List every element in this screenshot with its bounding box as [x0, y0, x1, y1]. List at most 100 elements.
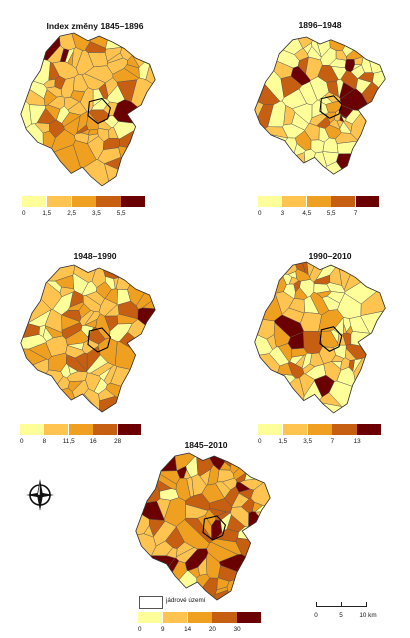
- legend-swatch: [121, 196, 146, 207]
- legend-swatch: [46, 196, 72, 207]
- municipality-area: [47, 95, 66, 110]
- municipality-area: [105, 276, 116, 290]
- municipality-area: [197, 556, 208, 576]
- legend-swatch: [212, 612, 237, 623]
- legend-1845-2010: 0 9 14 20 30: [138, 612, 262, 638]
- legend-tick-label: 0: [258, 210, 262, 217]
- scale-label: 0: [314, 612, 318, 619]
- scale-tick: [366, 602, 367, 607]
- legend-swatch: [93, 424, 118, 435]
- core-area-swatch: [139, 596, 163, 609]
- legend-tick-label: 5,5: [326, 210, 336, 217]
- legend-tick-label: 0: [22, 210, 26, 217]
- legend-swatch: [258, 196, 282, 207]
- panel-title: 1845–2010: [184, 440, 228, 450]
- municipality-area: [80, 87, 94, 113]
- municipality-area: [313, 283, 331, 294]
- scale-tick: [341, 602, 342, 607]
- municipality-area: [61, 112, 82, 127]
- region-boundary: [20, 264, 156, 413]
- legend-tick-label: 7: [330, 438, 335, 445]
- north-arrow-icon: [26, 479, 54, 511]
- legend-swatch: [282, 196, 307, 207]
- map-1896-1948: [254, 36, 386, 175]
- municipality-area: [321, 295, 341, 311]
- legend-tick-label: 14: [184, 626, 192, 633]
- legend-tick-label: 30: [233, 626, 241, 633]
- municipality-area: [302, 363, 316, 375]
- scale-label: 5: [339, 612, 343, 619]
- scale-tick: [316, 602, 317, 607]
- legend-tick-label: 20: [208, 626, 216, 633]
- region-boundary: [254, 36, 386, 175]
- municipality-area: [326, 291, 345, 304]
- municipality-area: [302, 330, 323, 354]
- region-boundary: [20, 32, 156, 187]
- legend-tick-label: 3,5: [92, 210, 101, 217]
- municipality-area: [59, 48, 70, 63]
- municipality-area: [32, 59, 51, 85]
- legend-tick-label: 7: [353, 210, 358, 217]
- legend-swatch: [282, 424, 308, 435]
- legend-tick-label: 28: [114, 438, 122, 445]
- legend-1990-2010: 0 1,5 3,5 7 13: [258, 424, 382, 450]
- municipality-area: [310, 139, 325, 154]
- legend-swatch: [44, 424, 69, 435]
- municipality-area: [357, 72, 375, 83]
- legend-swatch: [307, 424, 332, 435]
- panel-title: 1896–1948: [298, 20, 342, 30]
- legend-tick-label: 0: [20, 438, 24, 445]
- legend-swatch: [331, 196, 356, 207]
- legend-swatch: [96, 196, 121, 207]
- municipality-area: [52, 291, 74, 316]
- municipality-area: [291, 111, 309, 131]
- municipality-area: [314, 374, 335, 398]
- municipality-area: [116, 313, 138, 325]
- municipality-area: [266, 334, 277, 351]
- legend-tick-label: 16: [89, 438, 97, 445]
- municipality-area: [85, 372, 102, 392]
- legend-swatch: [138, 612, 163, 623]
- municipality-area: [104, 47, 123, 62]
- legend-tick-label: 4,5: [302, 210, 312, 217]
- core-area-outline: [87, 327, 112, 353]
- legend-tick-label: 3,5: [303, 438, 312, 445]
- municipality-area: [185, 504, 209, 519]
- legend-1948-1990: 0 8 11,5 16 28: [20, 424, 142, 450]
- municipality-area: [48, 352, 67, 372]
- municipality-area: [82, 295, 102, 313]
- municipality-area: [183, 469, 191, 480]
- legend-swatch: [306, 196, 331, 207]
- municipality-area: [98, 82, 109, 100]
- municipality-area: [209, 498, 233, 513]
- core-area-outline: [319, 95, 343, 119]
- municipality-area: [331, 354, 345, 362]
- core-area-outline: [202, 515, 227, 541]
- municipality-area: [61, 314, 81, 331]
- core-area-outline: [319, 326, 343, 352]
- legend-swatch: [258, 424, 283, 435]
- legend-swatch: [187, 612, 212, 623]
- legend-swatch: [332, 424, 357, 435]
- region-boundary: [254, 261, 386, 414]
- legend-swatch: [117, 424, 142, 435]
- legend-tick-label: 8: [42, 438, 47, 445]
- municipality-area: [43, 79, 56, 89]
- municipality-area: [97, 127, 110, 142]
- scale-label: 10 km: [359, 612, 377, 619]
- municipality-area: [291, 347, 308, 358]
- region-boundary: [135, 452, 271, 601]
- legend-swatch: [68, 424, 93, 435]
- legend-1896-1948: 0 3 4,5 5,5 7: [258, 196, 380, 222]
- legend-swatch: [237, 612, 262, 623]
- municipality-area: [336, 140, 358, 154]
- map-1990-2010: [254, 261, 386, 414]
- scale-bar: 0 5 10 km: [314, 600, 377, 626]
- municipality-area: [342, 317, 351, 333]
- municipality-area: [325, 100, 343, 113]
- municipality-area: [290, 66, 311, 86]
- map-1948-1990: [20, 264, 156, 413]
- municipality-area: [350, 331, 371, 347]
- municipality-area: [114, 341, 136, 370]
- legend-swatch: [71, 196, 96, 207]
